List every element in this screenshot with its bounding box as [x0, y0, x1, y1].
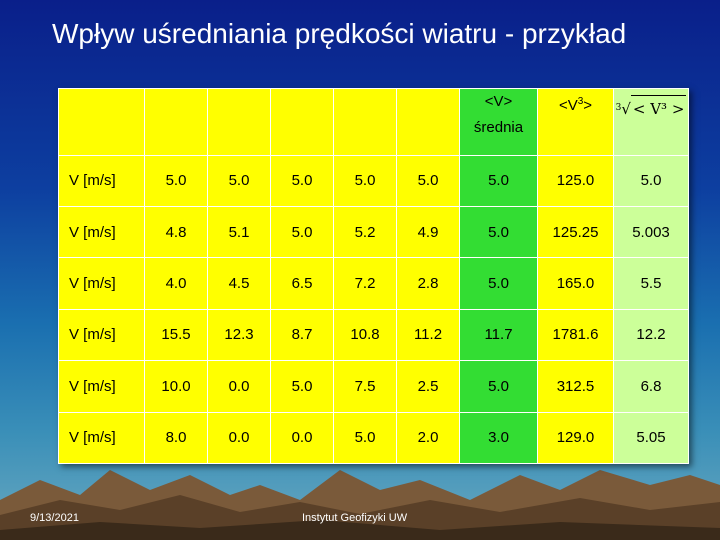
- row-label: V [m/s]: [58, 411, 145, 465]
- speed-value-cell: 0.0: [207, 360, 271, 413]
- speed-value-cell: 6.5: [270, 257, 334, 310]
- slide-title: Wpływ uśredniania prędkości wiatru - prz…: [52, 18, 627, 49]
- footer-date: 9/13/2021: [30, 512, 79, 524]
- mean-cell: 5.0: [459, 205, 538, 259]
- row-label: V [m/s]: [58, 308, 145, 362]
- speed-value-cell: 0.0: [270, 411, 334, 465]
- speed-value-cell: 0.0: [207, 411, 271, 465]
- speed-value-cell: 2.5: [396, 360, 460, 413]
- speed-value-cell: 4.5: [207, 257, 271, 310]
- table-row: V [m/s] 4.0 4.5 6.5 7.2 2.8 5.0 165.0 5.5: [58, 257, 689, 310]
- mean-cell: 3.0: [459, 411, 538, 465]
- speed-value-cell: 5.0: [333, 411, 397, 465]
- row-label: V [m/s]: [58, 205, 145, 259]
- speed-value-cell: 5.0: [270, 360, 334, 413]
- cube-mean-cell: 1781.6: [537, 308, 614, 362]
- table-row: V [m/s] 15.5 12.3 8.7 10.8 11.2 11.7 1781.6 12.2: [58, 308, 689, 362]
- row-label: V [m/s]: [58, 360, 145, 413]
- speed-value-cell: 12.3: [207, 308, 271, 362]
- mean-cell: 5.0: [459, 360, 538, 413]
- speed-value-cell: 8.7: [270, 308, 334, 362]
- mean-label: <V>: [484, 93, 513, 110]
- table-row: V [m/s] 4.8 5.1 5.0 5.2 4.9 5.0 125.25 5.003: [58, 205, 689, 259]
- header-row: <V> średnia <V3> 3√ < V³ >: [58, 88, 689, 156]
- mean-cell: 5.0: [459, 257, 538, 310]
- cube-root-formula: 3√ < V³ >: [616, 95, 687, 122]
- speed-value-cell: 7.2: [333, 257, 397, 310]
- speed-value-cell: 5.0: [270, 205, 334, 259]
- row-label: V [m/s]: [58, 257, 145, 310]
- cube-mean-cell: 312.5: [537, 360, 614, 413]
- cube-root-cell: 5.5: [613, 257, 689, 310]
- cube-mean-cell: 165.0: [537, 257, 614, 310]
- mean-cell: 11.7: [459, 308, 538, 362]
- cube-root-cell: 12.2: [613, 308, 689, 362]
- speed-value-cell: 15.5: [144, 308, 208, 362]
- footer-institute: Instytut Geofizyki UW: [302, 512, 408, 524]
- mountain-landscape: [0, 470, 720, 540]
- speed-value-cell: 2.0: [396, 411, 460, 465]
- wind-speed-table: <V> średnia <V3> 3√ < V³ > V [m/s] 5.0 5.0 5…: [58, 88, 689, 465]
- row-label: V [m/s]: [58, 154, 145, 207]
- speed-value-cell: 8.0: [144, 411, 208, 465]
- speed-value-cell: 10.0: [144, 360, 208, 413]
- speed-value-cell: 2.8: [396, 257, 460, 310]
- cube-mean-cell: 129.0: [537, 411, 614, 465]
- header-mean: <V> średnia: [459, 88, 538, 156]
- speed-value-cell: 5.0: [396, 154, 460, 207]
- header-cube-mean: <V3>: [537, 88, 614, 156]
- speed-value-cell: 10.8: [333, 308, 397, 362]
- table-body: V [m/s] 5.0 5.0 5.0 5.0 5.0 5.0 125.0 5.0 V [m/s]…: [58, 154, 689, 465]
- cube-mean-cell: 125.25: [537, 205, 614, 259]
- speed-value-cell: 4.9: [396, 205, 460, 259]
- table-row: V [m/s] 8.0 0.0 0.0 5.0 2.0 3.0 129.0 5.05: [58, 411, 689, 465]
- speed-value-cell: 5.0: [333, 154, 397, 207]
- speed-value-cell: 5.2: [333, 205, 397, 259]
- cube-root-cell: 6.8: [613, 360, 689, 413]
- cube-mean-cell: 125.0: [537, 154, 614, 207]
- mean-cell: 5.0: [459, 154, 538, 207]
- mean-sublabel: średnia: [473, 119, 524, 136]
- speed-value-cell: 5.0: [270, 154, 334, 207]
- header-empty-cell: [58, 88, 145, 156]
- cube-root-cell: 5.0: [613, 154, 689, 207]
- table-row: V [m/s] 5.0 5.0 5.0 5.0 5.0 5.0 125.0 5.0: [58, 154, 689, 207]
- cube-root-cell: 5.003: [613, 205, 689, 259]
- speed-value-cell: 5.1: [207, 205, 271, 259]
- speed-value-cell: 11.2: [396, 308, 460, 362]
- speed-value-cell: 5.0: [207, 154, 271, 207]
- speed-value-cell: 4.0: [144, 257, 208, 310]
- table-row: V [m/s] 10.0 0.0 5.0 7.5 2.5 5.0 312.5 6.8: [58, 360, 689, 413]
- header-cube-root: 3√ < V³ >: [613, 88, 689, 156]
- speed-value-cell: 4.8: [144, 205, 208, 259]
- cube-root-cell: 5.05: [613, 411, 689, 465]
- speed-value-cell: 5.0: [144, 154, 208, 207]
- speed-value-cell: 7.5: [333, 360, 397, 413]
